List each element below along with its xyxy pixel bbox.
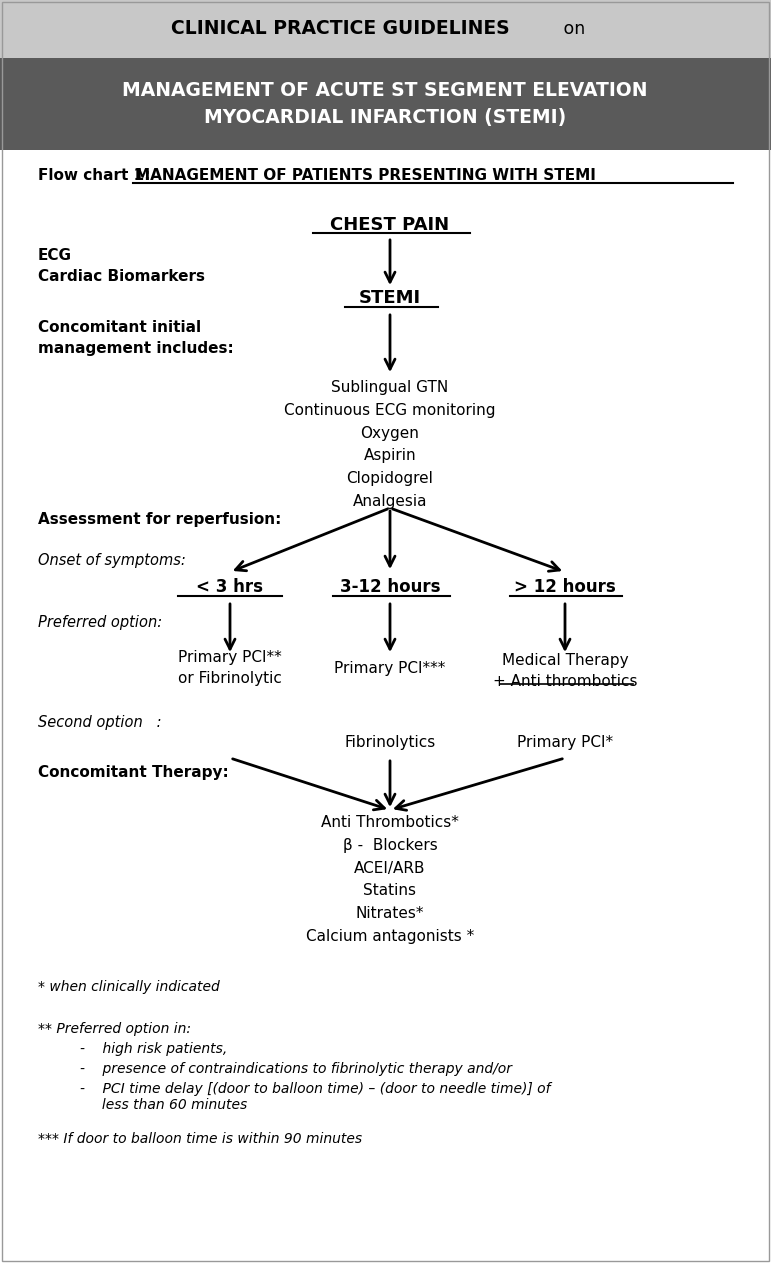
FancyBboxPatch shape [0, 58, 771, 150]
Text: Preferred option:: Preferred option: [38, 615, 162, 630]
Text: Primary PCI**
or Fibrinolytic: Primary PCI** or Fibrinolytic [178, 649, 282, 686]
Text: MANAGEMENT OF ACUTE ST SEGMENT ELEVATION
MYOCARDIAL INFARCTION (STEMI): MANAGEMENT OF ACUTE ST SEGMENT ELEVATION… [123, 81, 648, 128]
Text: + Anti thrombotics: + Anti thrombotics [493, 673, 638, 688]
Text: *** If door to balloon time is within 90 minutes: *** If door to balloon time is within 90… [38, 1132, 362, 1146]
Text: ** Preferred option in:: ** Preferred option in: [38, 1022, 191, 1036]
Text: > 12 hours: > 12 hours [514, 578, 616, 596]
Text: ECG
Cardiac Biomarkers: ECG Cardiac Biomarkers [38, 248, 205, 284]
Text: CHEST PAIN: CHEST PAIN [331, 216, 449, 234]
Text: less than 60 minutes: less than 60 minutes [80, 1098, 247, 1111]
Text: Primary PCI***: Primary PCI*** [335, 661, 446, 676]
Text: < 3 hrs: < 3 hrs [197, 578, 264, 596]
Text: -    PCI time delay [(door to balloon time) – (door to needle time)] of: - PCI time delay [(door to balloon time)… [80, 1082, 550, 1096]
Text: Fibrinolytics: Fibrinolytics [345, 735, 436, 749]
Text: 3-12 hours: 3-12 hours [340, 578, 440, 596]
Text: Concomitant initial
management includes:: Concomitant initial management includes: [38, 320, 234, 356]
Text: Anti Thrombotics*
β -  Blockers
ACEI/ARB
Statins
Nitrates*
Calcium antagonists *: Anti Thrombotics* β - Blockers ACEI/ARB … [306, 815, 474, 943]
Text: MANAGEMENT OF PATIENTS PRESENTING WITH STEMI: MANAGEMENT OF PATIENTS PRESENTING WITH S… [135, 168, 596, 183]
Text: STEMI: STEMI [359, 289, 421, 307]
Text: Primary PCI*: Primary PCI* [517, 735, 613, 749]
Text: Flow chart 1:: Flow chart 1: [38, 168, 150, 183]
Text: Sublingual GTN
Continuous ECG monitoring
Oxygen
Aspirin
Clopidogrel
Analgesia: Sublingual GTN Continuous ECG monitoring… [284, 380, 496, 509]
Text: on: on [558, 20, 585, 38]
Text: -    high risk patients,: - high risk patients, [80, 1042, 227, 1056]
Text: Concomitant Therapy:: Concomitant Therapy: [38, 765, 229, 781]
FancyBboxPatch shape [0, 150, 771, 1263]
Text: Second option   :: Second option : [38, 715, 161, 730]
Text: Medical Therapy: Medical Therapy [502, 653, 628, 668]
Text: * when clinically indicated: * when clinically indicated [38, 980, 220, 994]
Text: CLINICAL PRACTICE GUIDELINES: CLINICAL PRACTICE GUIDELINES [170, 19, 510, 38]
FancyBboxPatch shape [0, 0, 771, 58]
Text: -    presence of contraindications to fibrinolytic therapy and/or: - presence of contraindications to fibri… [80, 1062, 512, 1076]
Text: Assessment for reperfusion:: Assessment for reperfusion: [38, 512, 281, 527]
Text: Onset of symptoms:: Onset of symptoms: [38, 553, 186, 568]
